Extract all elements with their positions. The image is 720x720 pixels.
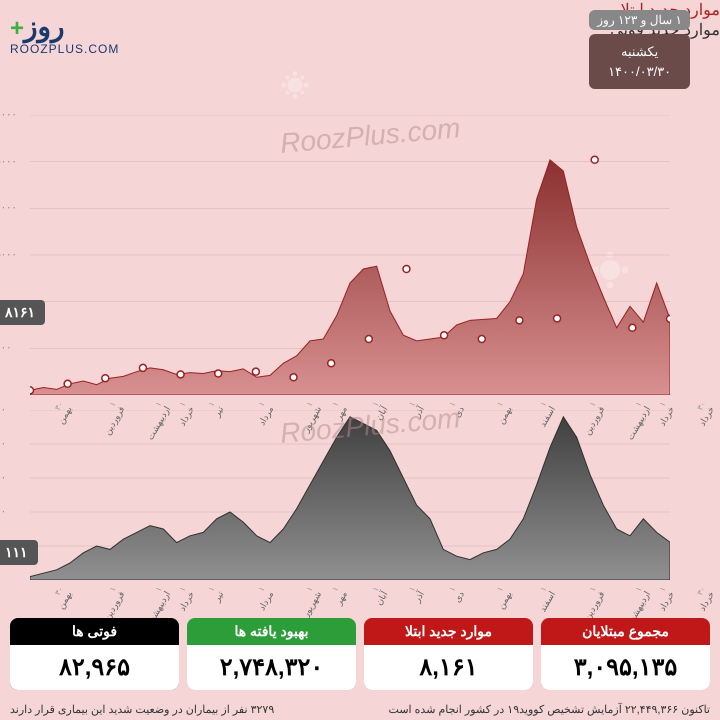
footer-left: تاکنون ۲۲,۴۴۹,۳۶۶ آزمایش تشخیص کووید۱۹ د…	[389, 703, 710, 716]
stat-label: فوتی ها	[10, 618, 179, 645]
footer-right: ۳۲۷۹ نفر از بیماران در وضعیت شدید این بی…	[10, 703, 274, 716]
deaths-current-badge: ۱۱۱	[0, 540, 38, 565]
stat-label: مجموع مبتلایان	[541, 618, 710, 645]
stat-card: مجموع مبتلایان۳,۰۹۵,۱۳۵	[541, 618, 710, 690]
date-box: ۱ سال و ۱۲۳ روز یکشنبه ۱۴۰۰/۰۳/۳۰	[589, 10, 690, 89]
stat-label: موارد جدید ابتلا	[364, 618, 533, 645]
stats-row: فوتی ها۸۲,۹۶۵بهبود یافته ها۲,۷۴۸,۳۲۰موار…	[10, 618, 710, 690]
logo-subtitle: ROOZPLUS.COM	[10, 42, 119, 56]
stat-card: فوتی ها۸۲,۹۶۵	[10, 618, 179, 690]
duration-label: ۱ سال و ۱۲۳ روز	[589, 10, 690, 30]
footer: تاکنون ۲۲,۴۴۹,۳۶۶ آزمایش تشخیص کووید۱۹ د…	[10, 703, 710, 716]
calendar-icon: یکشنبه ۱۴۰۰/۰۳/۳۰	[589, 34, 690, 89]
deaths-chart: ۰۱۰۰۲۰۰۳۰۰۴۰۰۵۰۰ ۳۰بهمن۱فروردین۱اردیبهشت…	[30, 410, 670, 580]
stat-card: موارد جدید ابتلا۸,۱۶۱	[364, 618, 533, 690]
cases-chart: ۰۵۰۰۰۱۰۰۰۰۱۵۰۰۰۲۰۰۰۰۲۵۰۰۰۳۰۰۰۰ ۳۰بهمن۱فر…	[30, 115, 670, 395]
stat-value: ۲,۷۴۸,۳۲۰	[187, 645, 356, 690]
stat-value: ۳,۰۹۵,۱۳۵	[541, 645, 710, 690]
stat-label: بهبود یافته ها	[187, 618, 356, 645]
stat-card: بهبود یافته ها۲,۷۴۸,۳۲۰	[187, 618, 356, 690]
stat-value: ۸,۱۶۱	[364, 645, 533, 690]
logo: روز+	[10, 10, 65, 43]
cases-current-badge: ۸۱۶۱	[0, 300, 45, 325]
stat-value: ۸۲,۹۶۵	[10, 645, 179, 690]
